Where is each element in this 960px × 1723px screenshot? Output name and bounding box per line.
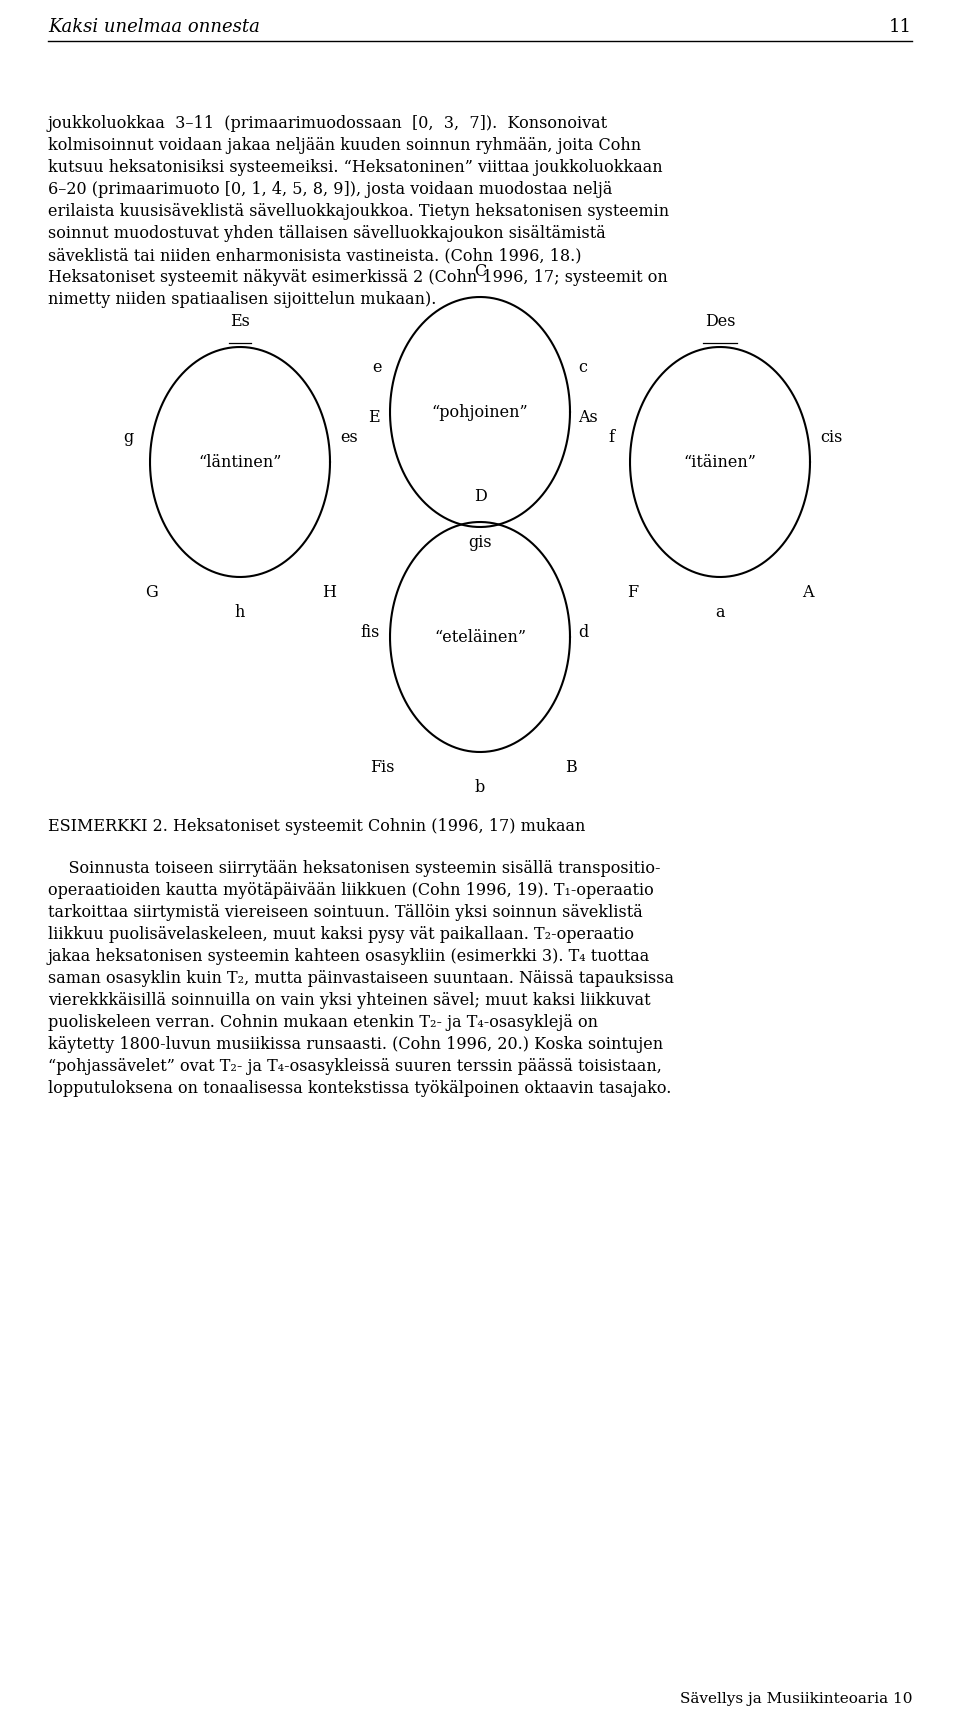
Text: joukkoluokkaa  3–11  (primaarimuodossaan  [0,  3,  7]).  Konsonoivat: joukkoluokkaa 3–11 (primaarimuodossaan [… — [48, 115, 608, 133]
Text: es: es — [340, 429, 358, 446]
Text: As: As — [578, 410, 598, 426]
Text: Es: Es — [230, 314, 250, 329]
Text: 11: 11 — [889, 17, 912, 36]
Text: h: h — [235, 603, 245, 620]
Text: Kaksi unelmaa onnesta: Kaksi unelmaa onnesta — [48, 17, 260, 36]
Text: e: e — [372, 360, 382, 376]
Text: G: G — [145, 584, 158, 601]
Text: Soinnusta toiseen siirrytään heksatonisen systeemin sisällä transpositio-: Soinnusta toiseen siirrytään heksatonise… — [48, 860, 660, 877]
Text: F: F — [627, 584, 638, 601]
Text: 6–20 (primaarimuoto [0, 1, 4, 5, 8, 9]), josta voidaan muodostaa neljä: 6–20 (primaarimuoto [0, 1, 4, 5, 8, 9]),… — [48, 181, 612, 198]
Text: b: b — [475, 779, 485, 796]
Text: soinnut muodostuvat yhden tällaisen sävelluokkajoukon sisältämistä: soinnut muodostuvat yhden tällaisen säve… — [48, 226, 606, 241]
Text: f: f — [608, 429, 614, 446]
Text: D: D — [473, 488, 487, 505]
Text: “itäinen”: “itäinen” — [684, 455, 756, 470]
Text: erilaista kuusisäveklistä sävelluokkajoukkoa. Tietyn heksatonisen systeemin: erilaista kuusisäveklistä sävelluokkajou… — [48, 203, 669, 221]
Text: ESIMERKKI 2. Heksatoniset systeemit Cohnin (1996, 17) mukaan: ESIMERKKI 2. Heksatoniset systeemit Cohn… — [48, 817, 586, 834]
Text: A: A — [802, 584, 813, 601]
Text: puoliskeleen verran. Cohnin mukaan etenkin T₂- ja T₄-osasyklejä on: puoliskeleen verran. Cohnin mukaan etenk… — [48, 1013, 598, 1030]
Text: lopputuloksena on tonaalisessa kontekstissa työkälpoinen oktaavin tasajako.: lopputuloksena on tonaalisessa konteksti… — [48, 1079, 671, 1096]
Text: d: d — [578, 624, 588, 641]
Text: a: a — [715, 603, 725, 620]
Text: B: B — [565, 758, 577, 775]
Text: fis: fis — [361, 624, 380, 641]
Text: liikkuu puolisävelaskeleen, muut kaksi pysy vät paikallaan. T₂-operaatio: liikkuu puolisävelaskeleen, muut kaksi p… — [48, 925, 634, 942]
Text: kolmisoinnut voidaan jakaa neljään kuuden soinnun ryhmään, joita Cohn: kolmisoinnut voidaan jakaa neljään kuude… — [48, 136, 641, 153]
Text: H: H — [322, 584, 336, 601]
Text: Heksatoniset systeemit näkyvät esimerkissä 2 (Cohn 1996, 17; systeemit on: Heksatoniset systeemit näkyvät esimerkis… — [48, 269, 668, 286]
Text: Sävellys ja Musiikinteoaria 10: Sävellys ja Musiikinteoaria 10 — [680, 1690, 912, 1706]
Text: käytetty 1800-luvun musiikissa runsaasti. (Cohn 1996, 20.) Koska sointujen: käytetty 1800-luvun musiikissa runsaasti… — [48, 1036, 663, 1053]
Text: vierekkkäisillä soinnuilla on vain yksi yhteinen sävel; muut kaksi liikkuvat: vierekkkäisillä soinnuilla on vain yksi … — [48, 991, 651, 1008]
Text: cis: cis — [820, 429, 842, 446]
Text: Fis: Fis — [371, 758, 395, 775]
Text: Des: Des — [705, 314, 735, 329]
Text: g: g — [124, 429, 134, 446]
Text: jakaa heksatonisen systeemin kahteen osasykliin (esimerkki 3). T₄ tuottaa: jakaa heksatonisen systeemin kahteen osa… — [48, 948, 650, 965]
Text: “pohjassävelet” ovat T₂- ja T₄-osasykleissä suuren terssin päässä toisistaan,: “pohjassävelet” ovat T₂- ja T₄-osasyklei… — [48, 1058, 661, 1075]
Text: gis: gis — [468, 534, 492, 551]
Text: C: C — [474, 264, 486, 279]
Text: “pohjoinen”: “pohjoinen” — [432, 405, 528, 420]
Text: nimetty niiden spatiaalisen sijoittelun mukaan).: nimetty niiden spatiaalisen sijoittelun … — [48, 291, 437, 308]
Text: säveklistä tai niiden enharmonisista vastineista. (Cohn 1996, 18.): säveklistä tai niiden enharmonisista vas… — [48, 246, 582, 264]
Text: “läntinen”: “läntinen” — [199, 455, 281, 470]
Text: operaatioiden kautta myötäpäivään liikkuen (Cohn 1996, 19). T₁-operaatio: operaatioiden kautta myötäpäivään liikku… — [48, 882, 654, 898]
Text: c: c — [578, 360, 587, 376]
Text: tarkoittaa siirtymistä viereiseen sointuun. Tällöin yksi soinnun säveklistä: tarkoittaa siirtymistä viereiseen sointu… — [48, 903, 643, 920]
Text: saman osasyklin kuin T₂, mutta päinvastaiseen suuntaan. Näissä tapauksissa: saman osasyklin kuin T₂, mutta päinvasta… — [48, 970, 674, 987]
Text: kutsuu heksatonisiksi systeemeiksi. “Heksatoninen” viittaa joukkoluokkaan: kutsuu heksatonisiksi systeemeiksi. “Hek… — [48, 159, 662, 176]
Text: “eteläinen”: “eteläinen” — [434, 629, 526, 646]
Text: E: E — [369, 410, 380, 426]
